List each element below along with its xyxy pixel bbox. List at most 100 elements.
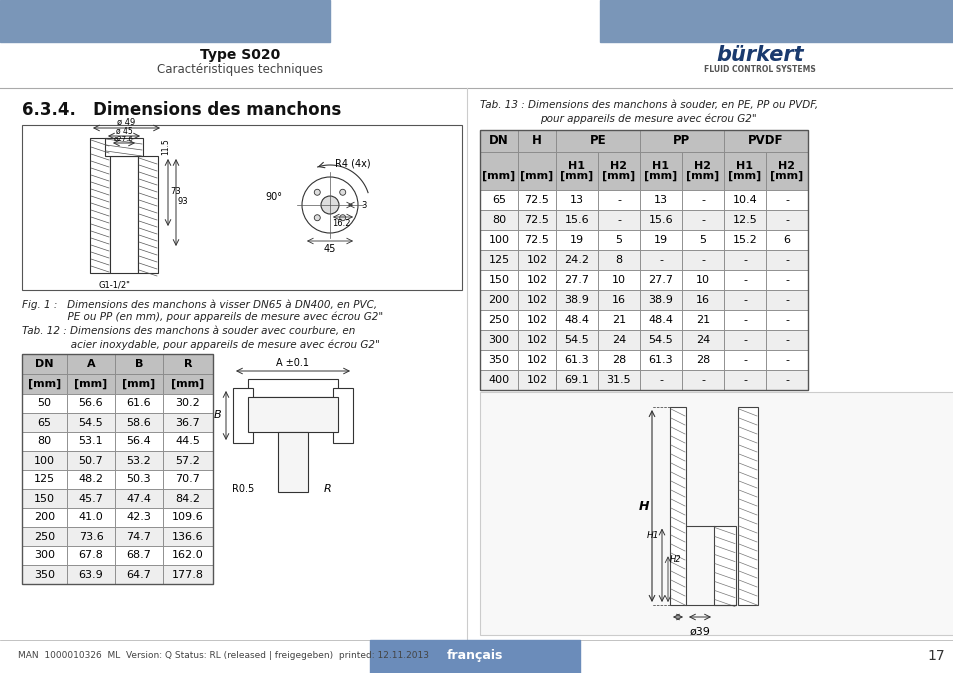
Text: 5: 5 <box>615 235 622 245</box>
Text: 48.4: 48.4 <box>648 315 673 325</box>
Text: 38.9: 38.9 <box>648 295 673 305</box>
Text: H: H <box>532 135 541 147</box>
Text: 13: 13 <box>569 195 583 205</box>
Text: 28: 28 <box>695 355 709 365</box>
Bar <box>115 546 163 565</box>
Bar <box>598 230 639 250</box>
Text: R: R <box>184 359 193 369</box>
Text: 53.2: 53.2 <box>127 456 152 466</box>
Bar <box>163 546 213 565</box>
Text: [mm]: [mm] <box>482 171 515 181</box>
Text: PVDF: PVDF <box>747 135 783 147</box>
Bar <box>639 190 681 210</box>
Text: 61.3: 61.3 <box>564 355 589 365</box>
Bar <box>110 156 138 273</box>
Text: 17: 17 <box>926 649 943 663</box>
Circle shape <box>302 177 357 233</box>
Bar <box>556 210 598 230</box>
Text: -: - <box>784 335 788 345</box>
Bar <box>517 210 556 230</box>
Bar <box>22 451 67 470</box>
Text: 100: 100 <box>488 235 509 245</box>
Bar <box>517 152 556 190</box>
Bar <box>639 350 681 370</box>
Bar <box>163 432 213 451</box>
Text: [mm]: [mm] <box>643 171 677 181</box>
Bar <box>163 470 213 489</box>
Bar <box>556 330 598 350</box>
Text: 50.3: 50.3 <box>127 474 152 485</box>
Text: 24: 24 <box>695 335 709 345</box>
Bar <box>370 640 579 673</box>
Circle shape <box>339 215 345 221</box>
Text: -: - <box>700 195 704 205</box>
Text: 16: 16 <box>612 295 625 305</box>
Text: -: - <box>784 195 788 205</box>
Bar <box>115 413 163 432</box>
Text: 21: 21 <box>695 315 709 325</box>
Text: 350: 350 <box>488 355 509 365</box>
Text: PE ou PP (en mm), pour appareils de mesure avec écrou G2": PE ou PP (en mm), pour appareils de mesu… <box>22 312 383 322</box>
Bar <box>90 138 110 273</box>
Text: 162.0: 162.0 <box>172 551 204 561</box>
Bar <box>479 350 517 370</box>
Text: 48.2: 48.2 <box>78 474 103 485</box>
Text: 42.3: 42.3 <box>127 513 152 522</box>
Text: 53.1: 53.1 <box>78 437 103 446</box>
Bar <box>479 370 517 390</box>
Text: 15.6: 15.6 <box>648 215 673 225</box>
Bar <box>639 210 681 230</box>
Text: 28: 28 <box>611 355 625 365</box>
Bar <box>517 330 556 350</box>
Text: 10: 10 <box>696 275 709 285</box>
Bar <box>138 156 158 273</box>
Bar <box>67 451 115 470</box>
Text: 102: 102 <box>526 315 547 325</box>
Text: -: - <box>784 255 788 265</box>
Bar <box>681 330 723 350</box>
Text: 80: 80 <box>37 437 51 446</box>
Bar <box>22 354 67 374</box>
Bar <box>517 350 556 370</box>
Bar <box>639 230 681 250</box>
Text: DN: DN <box>35 359 53 369</box>
Bar <box>115 565 163 584</box>
Bar <box>163 354 213 374</box>
Text: -: - <box>742 255 746 265</box>
Text: -: - <box>617 195 620 205</box>
Text: acier inoxydable, pour appareils de mesure avec écrou G2": acier inoxydable, pour appareils de mesu… <box>22 339 379 349</box>
Text: 19: 19 <box>653 235 667 245</box>
Bar <box>22 413 67 432</box>
Bar <box>67 374 115 394</box>
Bar <box>479 270 517 290</box>
Bar <box>723 250 765 270</box>
Bar <box>639 330 681 350</box>
Text: Caractéristiques techniques: Caractéristiques techniques <box>157 63 323 77</box>
Text: 6.3.4.   Dimensions des manchons: 6.3.4. Dimensions des manchons <box>22 101 341 119</box>
Text: Tab. 12 : Dimensions des manchons à souder avec courbure, en: Tab. 12 : Dimensions des manchons à soud… <box>22 326 355 336</box>
Text: 13: 13 <box>654 195 667 205</box>
Text: 10.4: 10.4 <box>732 195 757 205</box>
Text: 30.2: 30.2 <box>175 398 200 409</box>
Bar <box>163 413 213 432</box>
Bar <box>681 270 723 290</box>
Bar <box>22 508 67 527</box>
Bar <box>556 310 598 330</box>
Bar <box>639 250 681 270</box>
Text: 38.9: 38.9 <box>564 295 589 305</box>
Bar <box>765 290 807 310</box>
Bar <box>517 370 556 390</box>
Text: 72.5: 72.5 <box>524 235 549 245</box>
Bar <box>333 388 353 443</box>
Text: 102: 102 <box>526 275 547 285</box>
Text: H2: H2 <box>669 555 680 565</box>
Text: H: H <box>639 499 649 513</box>
Bar <box>248 397 337 432</box>
Text: 64.7: 64.7 <box>127 569 152 579</box>
Bar <box>67 489 115 508</box>
Text: 84.2: 84.2 <box>175 493 200 503</box>
Text: français: français <box>446 649 502 662</box>
Text: 56.6: 56.6 <box>78 398 103 409</box>
Bar <box>22 527 67 546</box>
Bar <box>681 230 723 250</box>
